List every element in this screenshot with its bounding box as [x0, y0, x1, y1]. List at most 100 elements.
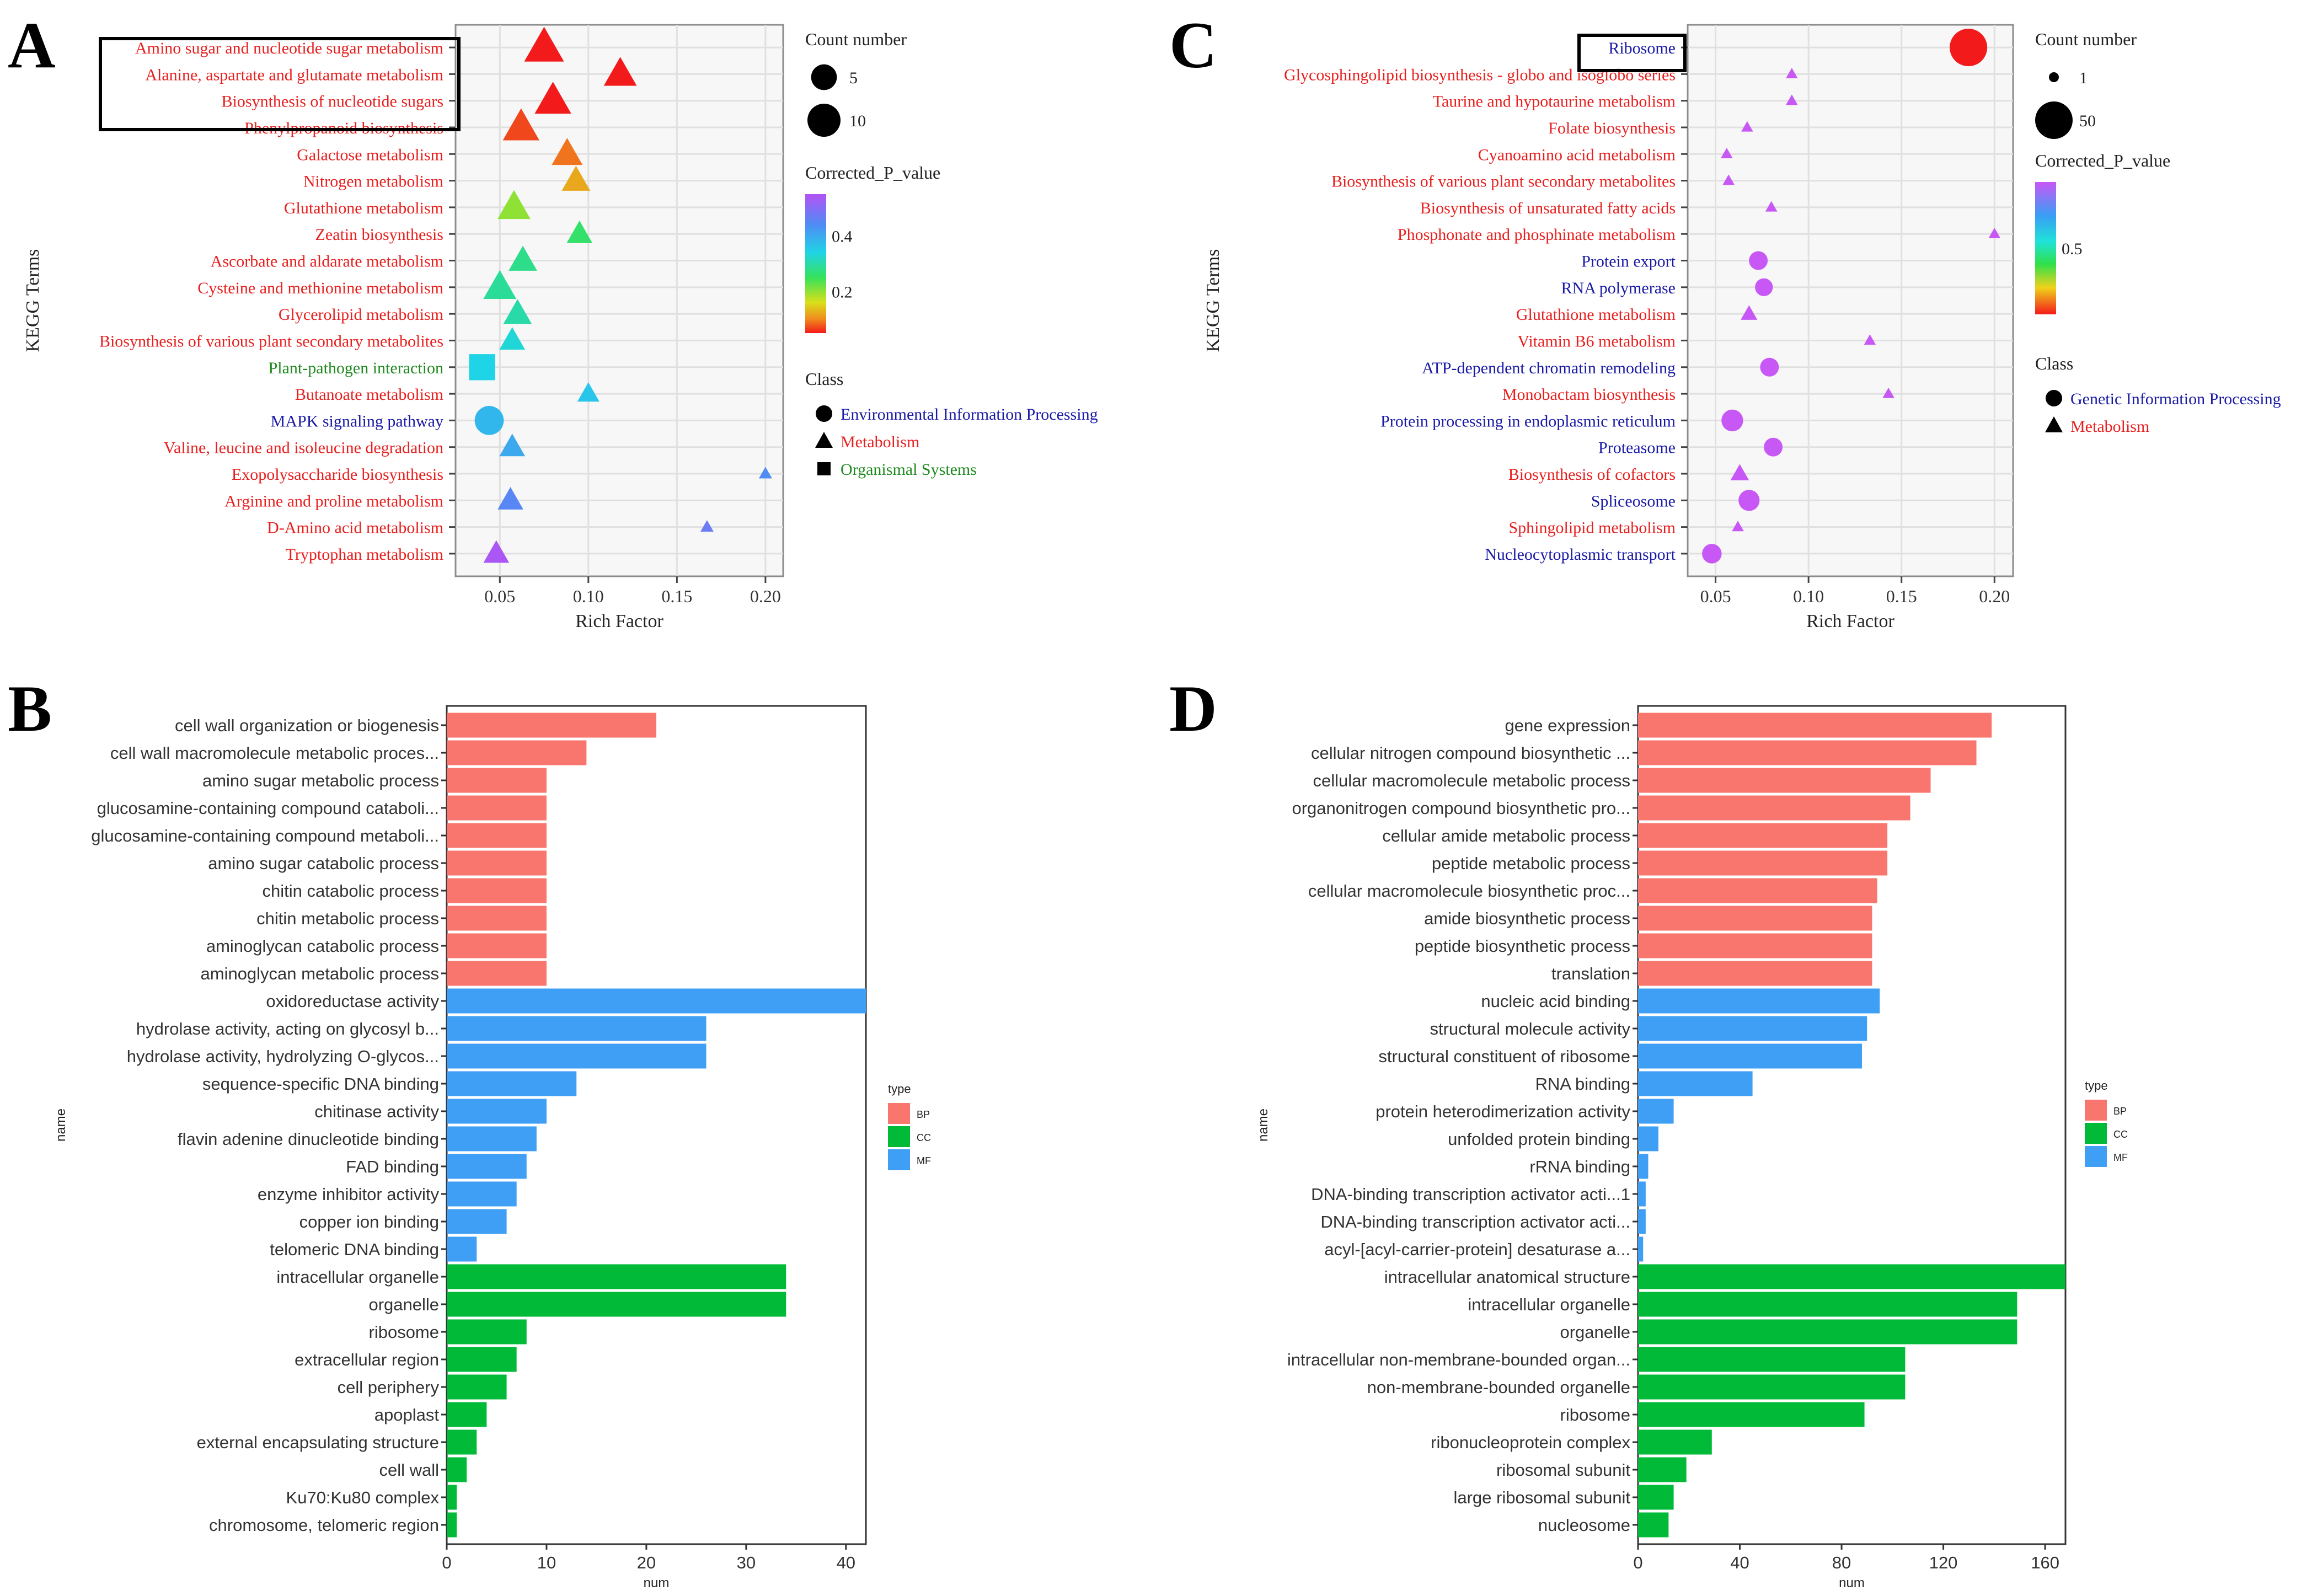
bar: [447, 1016, 707, 1041]
colorbar: [2035, 182, 2056, 314]
term-label: Biosynthesis of various plant secondary …: [99, 332, 443, 350]
colorbar-tick-label: 0.5: [2062, 240, 2083, 258]
bar: [447, 713, 656, 738]
term-label: Exopolysaccharide biosynthesis: [232, 465, 443, 484]
size-legend-label: 1: [2079, 69, 2088, 87]
size-legend-label: 10: [849, 112, 866, 130]
term-label: Glycerolipid metabolism: [279, 306, 443, 324]
bar: [447, 740, 587, 765]
color-legend-title: Corrected_P_value: [2035, 151, 2170, 170]
term-label: Protein export: [1581, 253, 1676, 271]
bar-label: peptide metabolic process: [1432, 854, 1630, 873]
bar-label: cellular nitrogen compound biosynthetic …: [1311, 743, 1630, 763]
term-point: [499, 327, 526, 350]
x-axis-title: Rich Factor: [1806, 611, 1894, 631]
y-axis-title: name: [53, 1108, 68, 1142]
class-legend-key: [2045, 416, 2063, 432]
x-axis-title: num: [1839, 1576, 1865, 1590]
type-legend-label: MF: [2113, 1152, 2128, 1163]
term-point: [483, 540, 510, 563]
bar-label: telomeric DNA binding: [270, 1240, 439, 1259]
term-point: [503, 299, 532, 324]
bar: [1638, 1016, 1867, 1041]
bar: [1638, 1457, 1687, 1482]
bar: [447, 1126, 537, 1152]
size-legend-key: [807, 104, 841, 137]
x-tick-label: 0.15: [1886, 586, 1917, 606]
bar: [1638, 1264, 2065, 1289]
panel-c-kegg-bubble-chart: C 0.05 0.10 0.15 0.20 Ribosome Glycosphingolip…: [1169, 8, 2281, 631]
bar-label: DNA-binding transcription activator acti…: [1320, 1212, 1630, 1231]
y-axis-title: name: [1256, 1108, 1271, 1142]
bar: [1638, 906, 1872, 931]
x-tick-label: 0.10: [573, 586, 604, 606]
bar: [1638, 1071, 1753, 1096]
term-point: [561, 165, 591, 191]
bar-label: peptide biosynthetic process: [1415, 936, 1630, 956]
class-legend-label: Environmental Information Processing: [841, 405, 1098, 424]
x-tick-label: 0.15: [661, 586, 692, 606]
bar: [447, 1429, 477, 1455]
bar: [1638, 1099, 1674, 1124]
term-point: [1741, 121, 1753, 132]
term-label: Plant-pathogen interaction: [269, 359, 443, 377]
term-label: Glutathione metabolism: [284, 199, 443, 217]
bar-label: FAD binding: [346, 1157, 439, 1176]
bar-label: hydrolase activity, acting on glycosyl b…: [136, 1019, 439, 1038]
x-axis-title: Rich Factor: [575, 611, 663, 631]
term-label: Folate biosynthesis: [1548, 119, 1676, 137]
bar-label: structural constituent of ribosome: [1378, 1047, 1630, 1066]
term-point: [1722, 174, 1735, 185]
bar: [1638, 1236, 1644, 1262]
term-point: [1702, 544, 1722, 564]
y-axis-title: KEGG Terms: [23, 249, 43, 352]
term-point: [1950, 29, 1988, 67]
type-legend-key: [2085, 1123, 2107, 1144]
bar: [447, 1485, 457, 1510]
x-axis-title: num: [644, 1576, 670, 1590]
bar: [1638, 961, 1872, 986]
highlight-box: [1577, 34, 1687, 72]
term-label: Butanoate metabolism: [295, 385, 443, 404]
bar-label: organonitrogen compound biosynthetic pro…: [1292, 799, 1630, 818]
bar: [447, 1374, 507, 1400]
bar: [1638, 1374, 1906, 1400]
bar: [1638, 1512, 1669, 1538]
bar-label: protein heterodimerization activity: [1376, 1102, 1630, 1121]
x-tick-label: 160: [2031, 1553, 2059, 1572]
term-label: Sphingolipid metabolism: [1508, 519, 1676, 537]
term-point: [1755, 278, 1773, 296]
bar-label: aminoglycan metabolic process: [201, 964, 440, 983]
bar-label: sequence-specific DNA binding: [202, 1074, 439, 1094]
type-legend-label: CC: [2113, 1129, 2128, 1140]
type-legend-key: [888, 1149, 910, 1170]
bar: [1638, 823, 1888, 848]
bar-label: ribosome: [369, 1322, 440, 1342]
term-point: [1730, 464, 1749, 480]
bar: [447, 1236, 477, 1262]
bar: [447, 1347, 517, 1372]
bar-label: ribosome: [1560, 1405, 1631, 1424]
term-point: [483, 270, 517, 299]
term-point: [497, 487, 523, 510]
bar: [447, 1071, 577, 1096]
bar: [1638, 1429, 1712, 1455]
type-legend-label: BP: [2113, 1106, 2127, 1117]
term-point: [1988, 227, 2001, 238]
plot-area: [454, 24, 784, 577]
bar-label: chromosome, telomeric region: [209, 1515, 439, 1535]
term-label: Zeatin biosynthesis: [315, 226, 443, 244]
bar: [1638, 1485, 1674, 1510]
x-tick-label: 120: [1929, 1553, 1958, 1572]
term-point: [1864, 334, 1876, 345]
bar-label: chitin catabolic process: [263, 881, 440, 901]
bar-label: copper ion binding: [299, 1212, 439, 1231]
bar: [447, 1181, 517, 1207]
panel-letter: B: [8, 672, 52, 745]
colorbar-tick-label: 0.4: [832, 228, 853, 246]
term-point: [1882, 387, 1894, 398]
type-legend-label: BP: [917, 1109, 930, 1120]
term-label: Biosynthesis of various plant secondary …: [1331, 173, 1676, 191]
bar-label: cell wall: [379, 1460, 439, 1480]
term-point: [1721, 409, 1743, 432]
